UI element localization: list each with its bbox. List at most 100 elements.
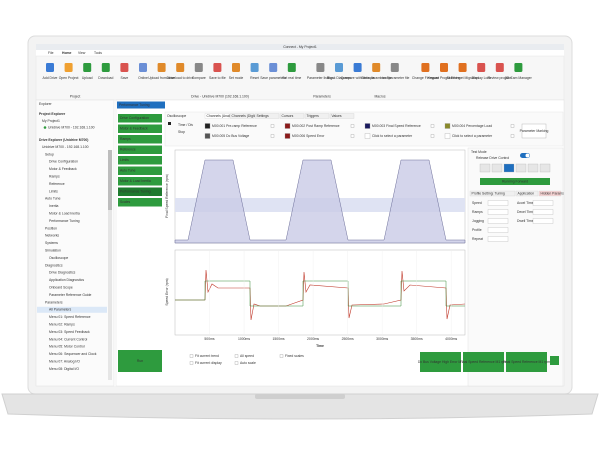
menu-tab[interactable]: Home	[62, 51, 72, 55]
ribbon-button-label[interactable]: Download to drive	[167, 76, 194, 80]
option-checkbox[interactable]	[189, 361, 194, 365]
test-tab[interactable]	[538, 190, 562, 197]
tree-item[interactable]: Drive Diagnostics	[49, 271, 76, 275]
option-label[interactable]: Fit current display	[195, 361, 222, 365]
test-tab-label[interactable]: Tuning	[495, 191, 505, 195]
value-tile[interactable]	[420, 352, 461, 372]
tree-item[interactable]: Simulation	[45, 248, 61, 252]
ribbon-button-label[interactable]: Upload	[82, 76, 93, 80]
tree-item[interactable]: Position	[45, 226, 57, 230]
wizard-step-label[interactable]: Reference	[120, 148, 136, 152]
channel-name[interactable]: M00.004 Percentage Load	[452, 124, 492, 128]
wizard-step-label[interactable]: Auto Tune	[120, 169, 136, 173]
ribbon-icon[interactable]	[477, 63, 486, 72]
field-input[interactable]	[487, 209, 509, 215]
ribbon-icon[interactable]	[101, 63, 110, 72]
channel-tab[interactable]	[204, 113, 230, 119]
ribbon-icon[interactable]	[353, 63, 362, 72]
add-button[interactable]	[550, 356, 559, 365]
tree-item[interactable]: Parameters	[45, 300, 63, 304]
channel-checkbox[interactable]	[270, 134, 275, 138]
ribbon-icon[interactable]	[139, 63, 147, 72]
option-label[interactable]: Fixed scales	[285, 354, 304, 358]
ribbon-icon[interactable]	[194, 63, 203, 72]
document-tab[interactable]	[117, 101, 165, 109]
wizard-step-label[interactable]: Scales	[120, 200, 130, 204]
transport-button[interactable]	[527, 163, 539, 173]
wizard-step[interactable]	[118, 114, 162, 123]
ribbon-icon[interactable]	[421, 63, 430, 72]
value-tile[interactable]	[506, 352, 547, 372]
field-input[interactable]	[487, 218, 509, 224]
tree-item[interactable]: Networks	[45, 234, 59, 238]
option-label[interactable]: Auto scale	[240, 361, 256, 365]
run-button[interactable]	[118, 350, 162, 372]
document-tab-label[interactable]: Performance Tuning	[119, 103, 150, 107]
channel-tab[interactable]	[279, 113, 305, 119]
channel-swatch[interactable]	[204, 133, 211, 139]
tree-item[interactable]: Reference	[49, 182, 65, 186]
ribbon-button-label[interactable]: Download	[98, 76, 113, 80]
channel-checkbox[interactable]	[430, 124, 435, 128]
test-tab[interactable]	[515, 190, 539, 197]
value-tile-label[interactable]: Final Speed Reference M1 rpm	[460, 360, 507, 364]
ribbon-icon[interactable]	[232, 63, 240, 72]
ribbon-button-label[interactable]: Show parameter file	[361, 76, 391, 80]
test-tab[interactable]	[492, 190, 516, 197]
ribbon-button-label[interactable]: Reset	[250, 76, 259, 80]
ribbon-button-label[interactable]: Save to file	[209, 76, 226, 80]
ribbon-button-label[interactable]: Load parameter file	[380, 76, 409, 80]
ribbon-icon[interactable]	[316, 63, 325, 72]
wizard-step-label[interactable]: Limits	[120, 158, 129, 162]
tree-item[interactable]: Menu 08: Digital I/O	[49, 367, 79, 371]
channel-tab-label[interactable]: Triggers	[307, 114, 320, 118]
ribbon-button-label[interactable]: 3D Cam Manager	[505, 76, 533, 80]
value-tile[interactable]	[463, 352, 504, 372]
ribbon-button-label[interactable]: Change Firmware	[412, 76, 439, 80]
field-input[interactable]	[532, 209, 554, 215]
channel-tab[interactable]	[254, 113, 280, 119]
ribbon-button-label[interactable]: Keypad Programming	[428, 76, 461, 80]
tree-item[interactable]: Drive Configuration	[49, 160, 78, 164]
ribbon-icon[interactable]	[287, 63, 296, 72]
channel-checkbox[interactable]	[510, 124, 515, 128]
channel-swatch[interactable]	[284, 133, 291, 139]
channel-checkbox[interactable]	[270, 124, 275, 128]
marking-button-label[interactable]: Parameter Marking	[520, 129, 549, 133]
tree-item[interactable]: Inertia	[49, 204, 59, 208]
wizard-step[interactable]	[118, 145, 162, 155]
ribbon-icon[interactable]	[157, 63, 166, 72]
ribbon-button-label[interactable]: Block Diagrams	[327, 76, 351, 80]
tree-item[interactable]: Unidrive M700 - 192.168.1.100	[48, 125, 95, 129]
tree-item[interactable]: Performance Tuning	[49, 219, 80, 223]
channel-swatch[interactable]	[204, 123, 211, 129]
ribbon-icon[interactable]	[335, 63, 343, 72]
wizard-step[interactable]	[118, 198, 162, 207]
tree-item[interactable]: Menu 07: Analog I/O	[49, 359, 80, 363]
channel-checkbox[interactable]	[350, 124, 355, 128]
tree-item[interactable]: Menu 04: Current Control	[49, 337, 88, 341]
channel-name[interactable]: M00.006 Speed Error	[292, 134, 325, 138]
menu-tab[interactable]: File	[48, 51, 54, 55]
ribbon-icon[interactable]	[514, 63, 523, 72]
wizard-step-label[interactable]: Drive Configuration	[120, 116, 149, 120]
tree-item[interactable]: Setup	[45, 152, 54, 156]
ribbon-button-label[interactable]: Compare	[192, 76, 206, 80]
transport-button[interactable]	[515, 163, 527, 173]
ribbon-button-label[interactable]: Compare with defaults	[341, 76, 375, 80]
tree-item[interactable]: Auto Tune	[45, 197, 61, 201]
option-checkbox[interactable]	[189, 354, 194, 358]
wizard-step[interactable]	[118, 124, 162, 134]
ribbon-button-label[interactable]: Upload from drive	[148, 76, 175, 80]
ribbon-icon[interactable]	[83, 63, 92, 72]
wizard-step-label[interactable]: Performance Tuning	[120, 190, 151, 194]
channel-swatch[interactable]	[284, 123, 291, 129]
channel-tab[interactable]	[329, 113, 355, 119]
tree-item[interactable]: All Parameters	[49, 308, 72, 312]
channel-name[interactable]: Click to select a parameter	[372, 134, 413, 138]
tree-item[interactable]: Menu 02: Ramps	[49, 322, 75, 326]
ribbon-icon[interactable]	[250, 63, 259, 72]
ribbon-button-label[interactable]: Set real time	[282, 76, 301, 80]
wizard-step[interactable]	[118, 187, 162, 197]
value-tile-label[interactable]: Final Speed Reference M1 rpm	[503, 360, 550, 364]
